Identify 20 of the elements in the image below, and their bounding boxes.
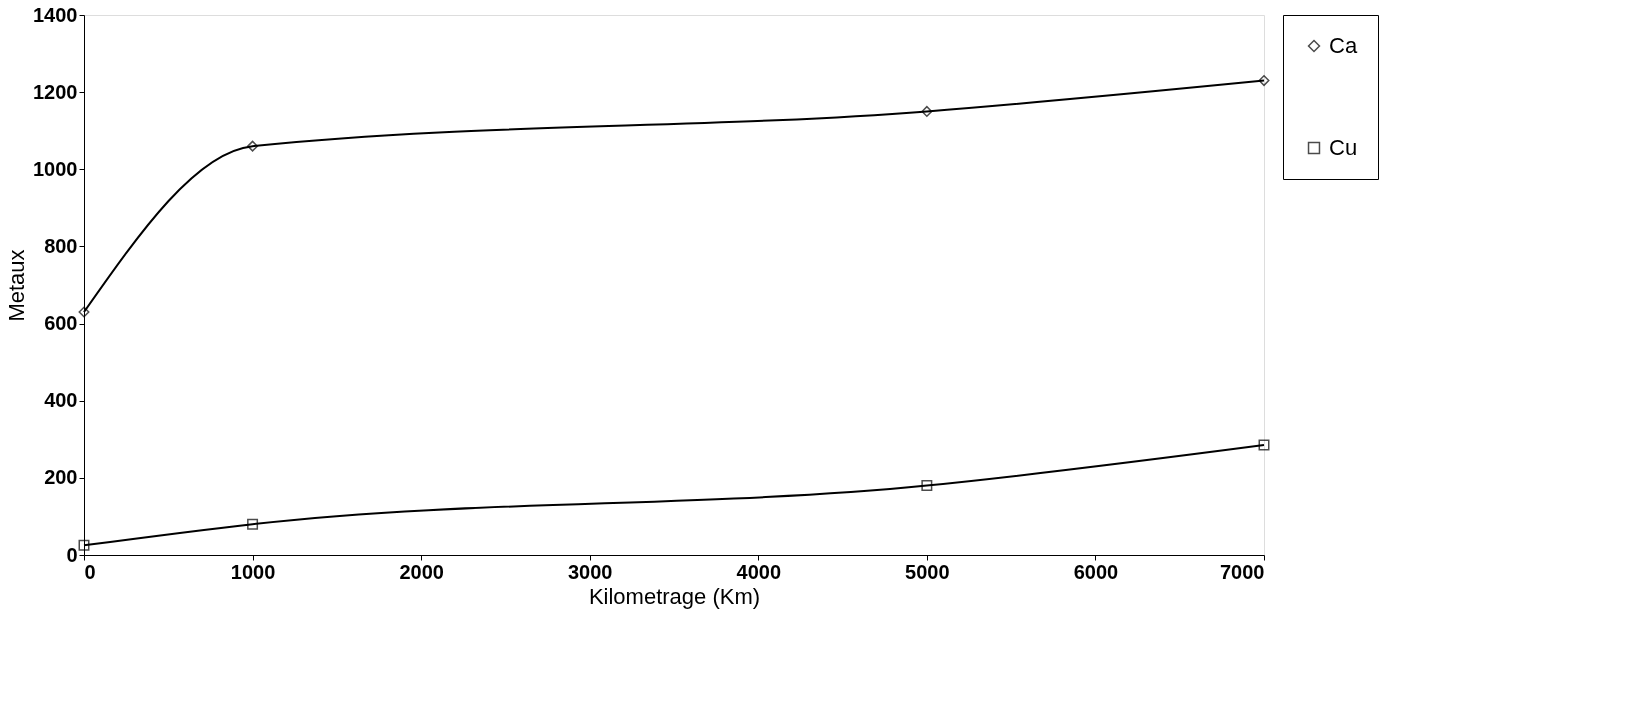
x-tick-label: 3000 [567, 560, 613, 583]
legend-label: Cu [1329, 135, 1358, 160]
y-tick-label: 1400 [33, 3, 78, 26]
y-tick-label: 200 [44, 466, 78, 489]
y-tick-label: 600 [44, 312, 78, 335]
x-tick-label: 4000 [736, 560, 782, 583]
y-tick-label: 1000 [33, 157, 78, 180]
x-tick-label: 5000 [905, 560, 950, 583]
y-tick-label: 0 [66, 543, 78, 566]
legend-label: Ca [1329, 33, 1358, 58]
x-tick-label: 7000 [1220, 560, 1265, 583]
y-tick-label: 400 [44, 389, 78, 412]
y-tick-label: 1200 [33, 80, 78, 103]
y-axis-title: Metaux [4, 249, 30, 322]
y-tick-label: 800 [44, 234, 78, 257]
x-axis-title: Kilometrage (Km) [588, 583, 761, 609]
x-tick-label: 1000 [230, 560, 276, 583]
x-tick-label: 2000 [399, 560, 444, 583]
x-tick-label: 6000 [1073, 560, 1119, 583]
x-tick-label: 0 [84, 560, 96, 583]
